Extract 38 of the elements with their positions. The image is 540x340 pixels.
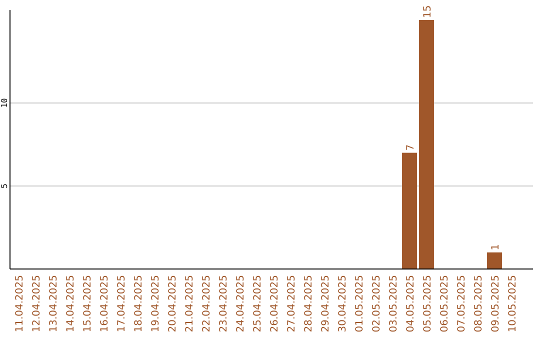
x-tick-label: 03.05.2025 bbox=[388, 275, 400, 332]
x-tick-label: 25.04.2025 bbox=[252, 275, 264, 332]
x-tick-label: 11.04.2025 bbox=[14, 275, 26, 332]
x-tick-label: 28.04.2025 bbox=[304, 275, 314, 332]
x-tick-label: 30.04.2025 bbox=[338, 275, 348, 332]
x-tick-label: 16.04.2025 bbox=[100, 275, 110, 332]
x-tick-label: 26.04.2025 bbox=[270, 275, 280, 332]
x-tick-label: 13.04.2025 bbox=[48, 275, 60, 332]
y-tick-label: 5 bbox=[0, 183, 9, 188]
x-tick-label: 17.04.2025 bbox=[116, 275, 128, 332]
x-tick-label: 09.05.2025 bbox=[490, 275, 502, 332]
x-tick-label: 22.04.2025 bbox=[202, 275, 212, 332]
x-tick-label: 15.04.2025 bbox=[82, 275, 94, 332]
x-tick-label: 01.05.2025 bbox=[354, 275, 366, 332]
x-tick-label: 21.04.2025 bbox=[184, 275, 196, 332]
x-tick-label: 19.04.2025 bbox=[150, 275, 162, 332]
x-tick-label: 18.04.2025 bbox=[134, 275, 144, 332]
x-tick-label: 23.04.2025 bbox=[218, 275, 230, 332]
x-tick-label: 14.04.2025 bbox=[66, 275, 76, 332]
x-tick-label: 08.05.2025 bbox=[474, 275, 484, 332]
x-tick-label: 20.04.2025 bbox=[168, 275, 178, 332]
data-label: 7 bbox=[406, 144, 416, 151]
x-tick-label: 29.04.2025 bbox=[320, 275, 332, 332]
x-tick-label: 24.04.2025 bbox=[236, 275, 246, 332]
bar bbox=[419, 20, 434, 269]
x-tick-label: 12.04.2025 bbox=[32, 275, 42, 332]
data-label: 1 bbox=[490, 244, 502, 250]
x-tick-label: 02.05.2025 bbox=[372, 275, 382, 332]
bar bbox=[402, 152, 417, 269]
x-tick-label: 04.05.2025 bbox=[406, 275, 416, 332]
x-tick-label: 07.05.2025 bbox=[456, 275, 468, 332]
x-tick-label: 10.05.2025 bbox=[508, 275, 518, 332]
x-tick-label: 06.05.2025 bbox=[440, 275, 450, 332]
data-label: 15 bbox=[422, 5, 434, 18]
x-tick-label: 05.05.2025 bbox=[422, 275, 434, 332]
x-tick-label: 27.04.2025 bbox=[286, 275, 298, 332]
y-tick-label: 10 bbox=[0, 98, 9, 108]
bar bbox=[487, 252, 502, 269]
